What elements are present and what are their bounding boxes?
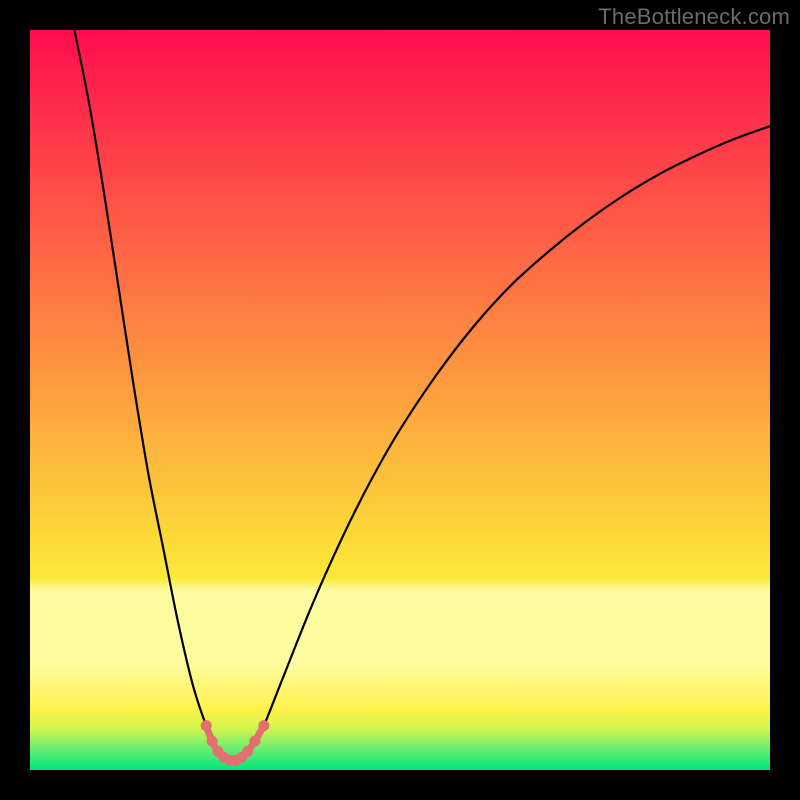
gradient-band bbox=[30, 730, 770, 745]
gradient-band bbox=[30, 578, 770, 590]
gradient-band bbox=[30, 590, 770, 652]
watermark-text: TheBottleneck.com bbox=[598, 4, 790, 30]
plot-area bbox=[30, 30, 770, 770]
gradient-band bbox=[30, 710, 770, 730]
gradient-band bbox=[30, 30, 770, 578]
bottleneck-chart-svg bbox=[30, 30, 770, 770]
optimal-zone-marker bbox=[207, 736, 218, 747]
optimal-zone-marker bbox=[201, 720, 212, 731]
optimal-zone-marker bbox=[258, 720, 269, 731]
optimal-zone-marker bbox=[249, 736, 260, 747]
optimal-zone-marker bbox=[242, 746, 253, 757]
gradient-band bbox=[30, 745, 770, 770]
gradient-band bbox=[30, 652, 770, 664]
gradient-band bbox=[30, 664, 770, 710]
